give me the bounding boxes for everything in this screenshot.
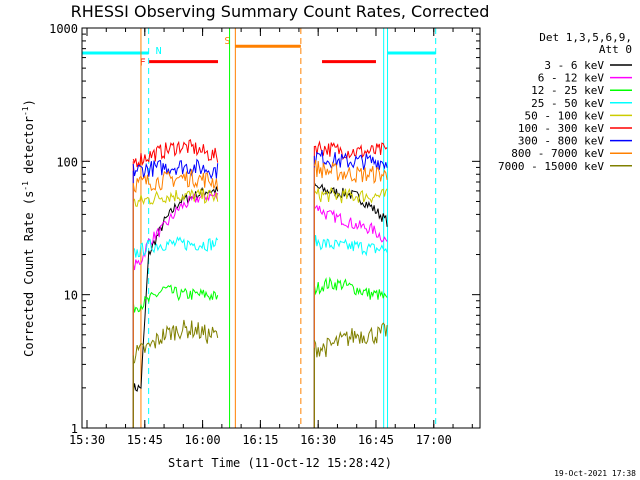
- legend-header-2: Att 0: [599, 43, 632, 56]
- legend-label: 12 - 25 keV: [531, 84, 604, 97]
- series-line: [132, 188, 219, 207]
- legend-header-1: Det 1,3,5,6,9,: [539, 31, 632, 44]
- legend-label: 300 - 800 keV: [518, 135, 604, 148]
- legend-label: 6 - 12 keV: [538, 72, 605, 85]
- legend-label: 7000 - 15000 keV: [498, 160, 604, 173]
- orange-bar-label: S: [224, 36, 230, 47]
- series-line: [132, 190, 219, 271]
- event-lines: [140, 28, 437, 428]
- y-tick-label: 10: [64, 289, 78, 303]
- series-line: [314, 140, 388, 161]
- series-2: [132, 190, 388, 428]
- x-axis-label: Start Time (11-Oct-12 15:28:42): [168, 456, 392, 470]
- series-line: [132, 284, 219, 313]
- y-axis-label-c: ): [22, 99, 36, 106]
- series-line: [313, 204, 388, 243]
- series-line: [313, 322, 388, 358]
- legend-label: 50 - 100 keV: [525, 109, 605, 122]
- plot-frame: [81, 27, 481, 429]
- series-3: [132, 276, 388, 428]
- series-layer: [132, 138, 388, 428]
- legend-label: 25 - 50 keV: [531, 97, 604, 110]
- series-line: [132, 169, 219, 194]
- series-1: [132, 182, 388, 428]
- y-axis-label-a: Corrected Count Rate (s: [22, 191, 36, 357]
- series-4: [132, 234, 388, 428]
- series-line: [313, 159, 388, 184]
- x-tick-label: 16:15: [242, 433, 278, 447]
- chart-title: RHESSI Observing Summary Count Rates, Co…: [71, 2, 490, 21]
- y-axis-label-sup1: -1: [21, 181, 30, 191]
- observing-mode-bars: NF S: [82, 36, 436, 69]
- series-line: [132, 319, 219, 364]
- timestamp: 19-Oct-2021 17:38: [554, 469, 636, 478]
- series-line: [132, 138, 219, 168]
- series-line: [133, 236, 219, 258]
- x-tick-label: 16:30: [300, 433, 336, 447]
- legend-label: 3 - 6 keV: [544, 59, 604, 72]
- series-line: [313, 276, 388, 300]
- y-axis-label: Corrected Count Rate (s-1 detector-1): [21, 99, 36, 357]
- x-tick-label: 16:00: [185, 433, 221, 447]
- y-tick-label: 1: [71, 422, 78, 436]
- x-tick-label: 16:45: [358, 433, 394, 447]
- series-line: [132, 186, 219, 394]
- y-tick-label: 1000: [49, 22, 78, 36]
- series-line: [314, 149, 388, 170]
- red-bar-label: F: [140, 58, 146, 69]
- x-tick-label: 15:30: [69, 433, 105, 447]
- series-8: [132, 159, 388, 428]
- legend-label: 100 - 300 keV: [518, 122, 604, 135]
- axes: 15:30 15:45 16:00 16:15 16:30 16:45 17:00 1 10 10…: [49, 22, 480, 447]
- series-9: [132, 319, 388, 428]
- series-line: [132, 158, 219, 180]
- legend-label: 800 - 7000 keV: [511, 147, 604, 160]
- x-tick-label: 15:45: [127, 433, 163, 447]
- y-axis-label-sup2: -1: [21, 106, 30, 116]
- series-line: [313, 186, 388, 204]
- series-line: [313, 234, 388, 257]
- y-axis-label-b: detector: [22, 116, 36, 181]
- y-tick-label: 100: [56, 155, 78, 169]
- x-tick-label: 17:00: [416, 433, 452, 447]
- cyan-bar-label: N: [156, 46, 162, 57]
